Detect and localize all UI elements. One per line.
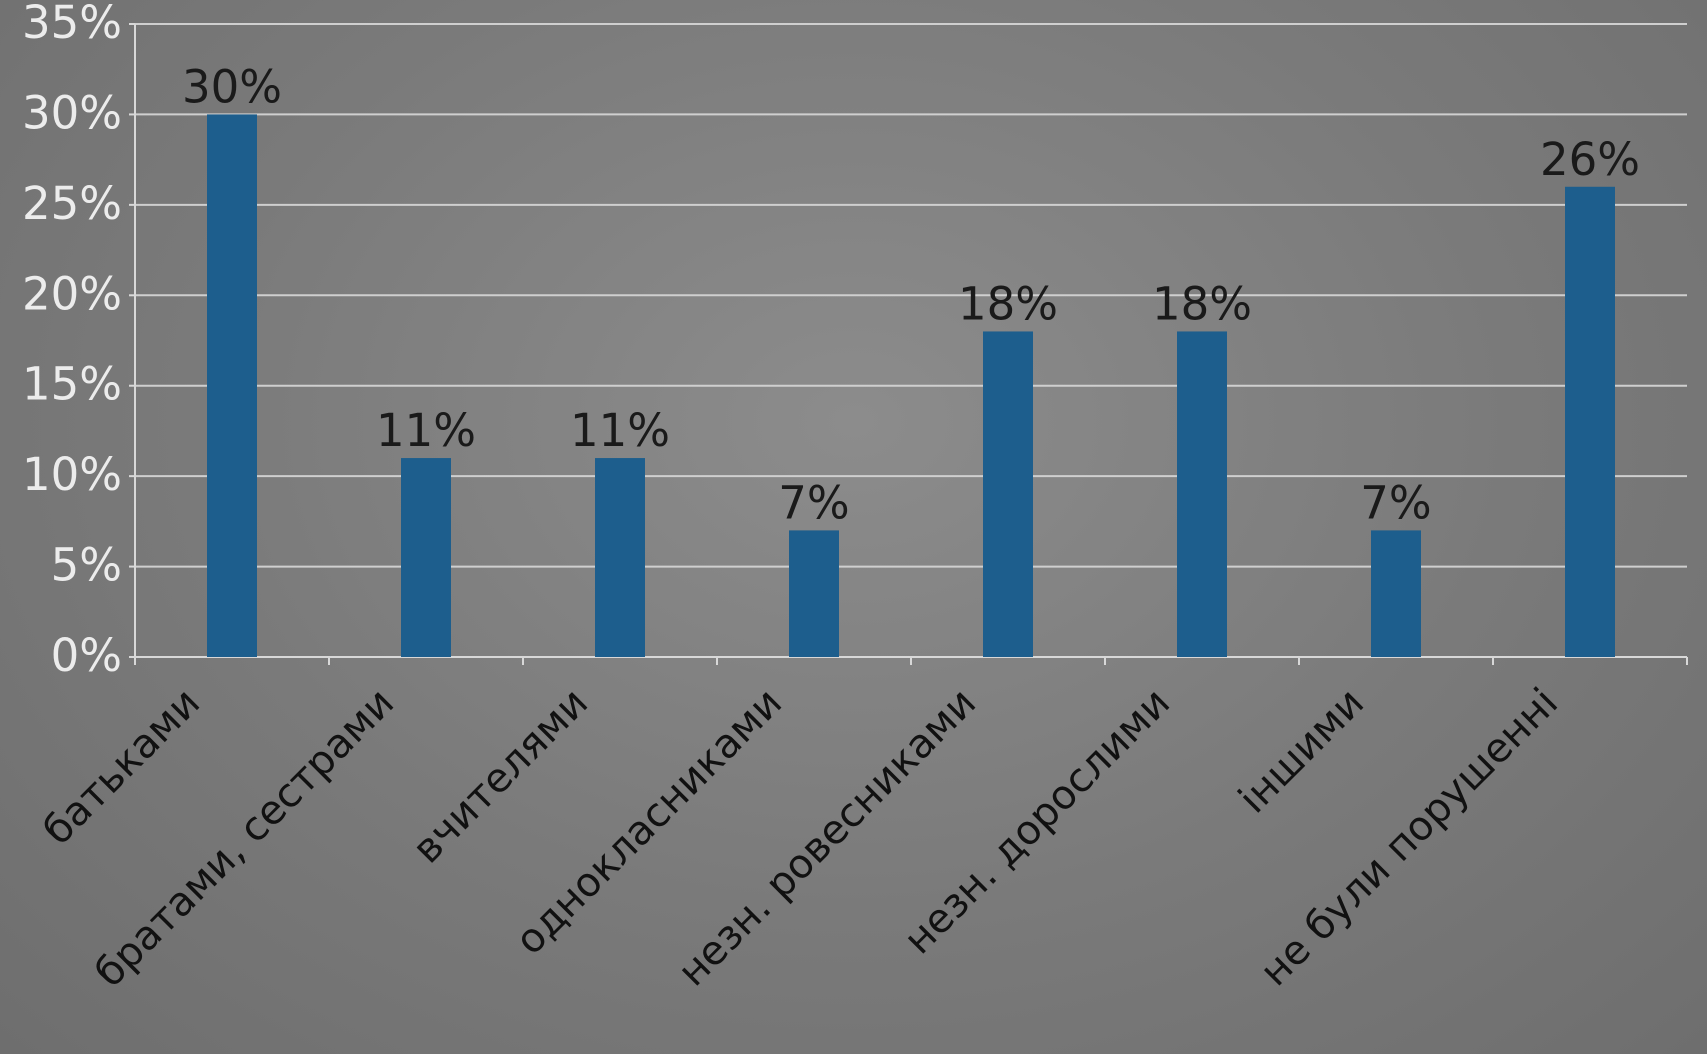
data-label: 7% (778, 476, 849, 529)
y-tick-label: 25% (22, 177, 122, 230)
bar (401, 458, 451, 657)
data-label: 11% (376, 404, 476, 457)
category-label: іншими (1230, 680, 1373, 823)
bar (789, 530, 839, 657)
y-axis-tick-labels: 0% 5% 10% 15% 20% 25% 30% 35% (22, 0, 122, 682)
data-label: 11% (570, 404, 670, 457)
bar (983, 331, 1033, 657)
category-label: вчителями (404, 680, 597, 873)
bar (207, 114, 257, 657)
data-label: 26% (1540, 133, 1640, 186)
y-tick-label: 30% (22, 86, 122, 139)
bars (207, 114, 1615, 657)
y-tick-label: 5% (51, 539, 122, 592)
data-label: 18% (958, 277, 1058, 330)
y-tick-label: 0% (51, 629, 122, 682)
data-label: 18% (1152, 277, 1252, 330)
bar (1371, 530, 1421, 657)
y-tick-label: 15% (22, 358, 122, 411)
data-label: 30% (182, 60, 282, 113)
x-axis (129, 23, 1688, 665)
category-label: батьками (34, 680, 209, 855)
y-tick-label: 20% (22, 267, 122, 320)
data-label: 7% (1360, 476, 1431, 529)
bar (595, 458, 645, 657)
gridlines (135, 23, 1687, 568)
data-labels: 30% 11% 11% 7% 18% 18% 7% 26% (182, 60, 1640, 529)
y-tick-label: 10% (22, 448, 122, 501)
bar (1177, 331, 1227, 657)
bar (1565, 186, 1615, 657)
y-tick-label: 35% (22, 0, 122, 49)
